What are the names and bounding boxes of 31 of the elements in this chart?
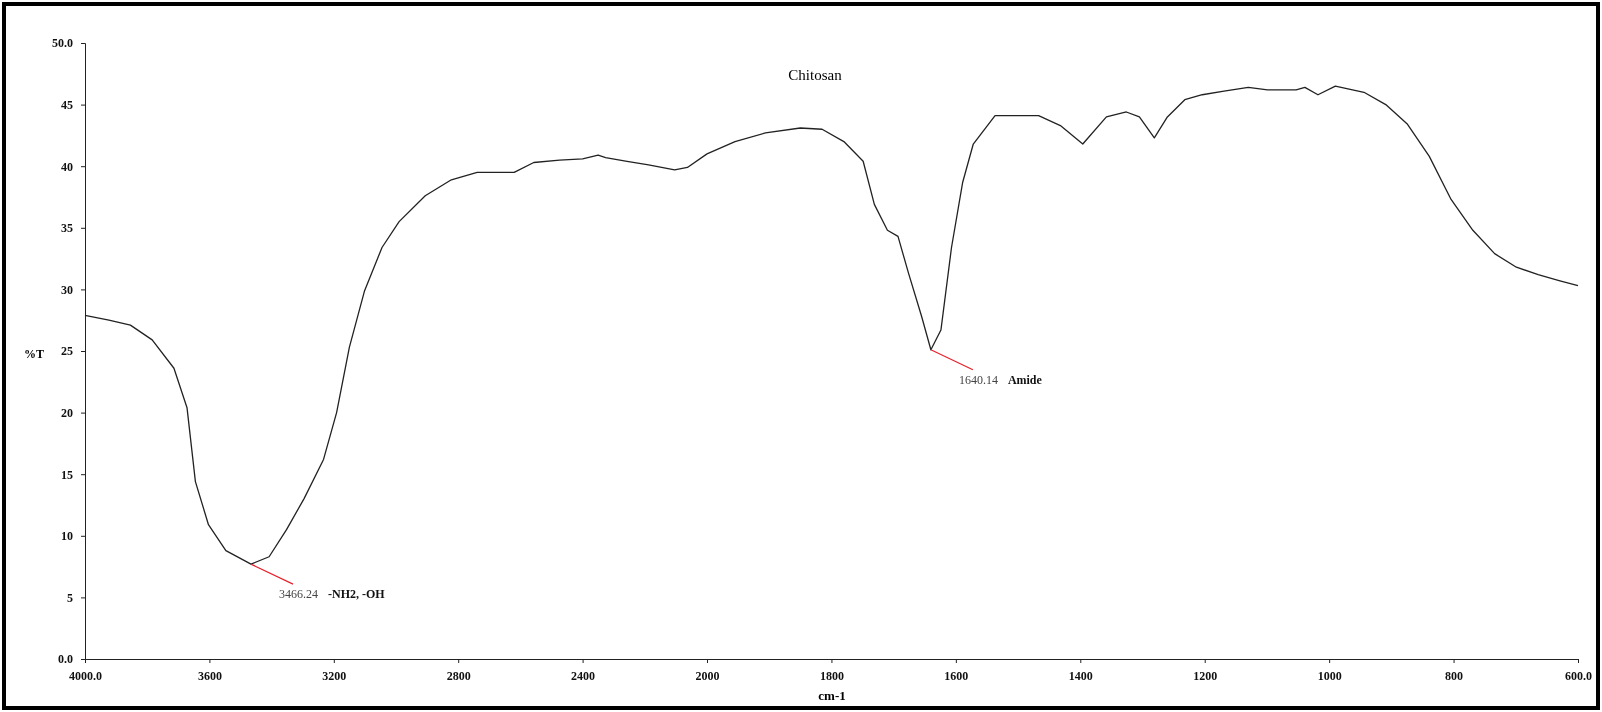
y-tick-label: 35 — [61, 221, 73, 236]
y-tick-label: 50.0 — [52, 36, 73, 51]
x-tick-label: 2800 — [446, 668, 471, 683]
annotation: 1640.14 — [958, 372, 998, 387]
x-tick-label: 1200 — [1193, 668, 1218, 683]
x-tick-label: 3200 — [322, 668, 347, 683]
x-tick-label: 600.0 — [1565, 668, 1592, 683]
annotation: 3466.24 — [279, 587, 318, 602]
x-tick-label: 1600 — [944, 668, 969, 683]
y-tick-label: 45 — [61, 97, 73, 112]
x-tick-label: 1800 — [819, 668, 844, 683]
annotation: -NH2, -OH — [328, 587, 386, 602]
x-tick-label: 800 — [1445, 668, 1464, 683]
text: Chitosan — [788, 67, 843, 83]
x-tick-label: 2400 — [571, 668, 596, 683]
y-tick-label: 25 — [61, 344, 73, 359]
x-tick-label: 1000 — [1317, 668, 1342, 683]
y-tick-label: 0.0 — [58, 652, 73, 667]
y-tick-label: 20 — [61, 405, 73, 420]
y-tick-label: 15 — [61, 467, 73, 482]
annotation: Amide — [1007, 372, 1043, 387]
x-tick-label: 4000.0 — [69, 668, 102, 683]
x-tick-label: 2000 — [695, 668, 720, 683]
x-tick-label: 1400 — [1068, 668, 1093, 683]
y-axis-title: %T — [23, 347, 45, 361]
x-tick-label: 3600 — [197, 668, 222, 683]
y-tick-label: 30 — [61, 282, 73, 297]
y-tick-label: 10 — [61, 529, 73, 544]
y-tick-label: 5 — [67, 590, 73, 605]
y-tick-label: 40 — [61, 159, 73, 174]
x-axis-title: cm-1 — [818, 688, 846, 703]
